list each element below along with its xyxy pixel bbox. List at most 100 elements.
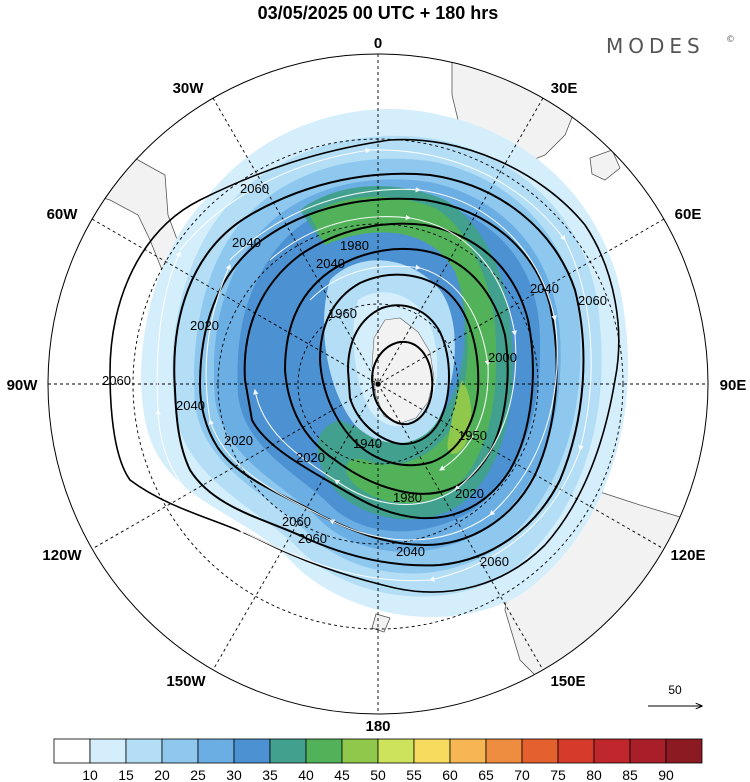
colorbar-swatch [593, 738, 631, 764]
chart-title: 03/05/2025 00 UTC + 180 hrs [258, 3, 499, 23]
colorbar-swatch [413, 738, 451, 764]
lon-label-150w: 150W [166, 673, 206, 690]
colorbar [53, 738, 703, 764]
shade-45 [310, 196, 497, 504]
colorbar-swatch [629, 738, 667, 764]
streamline [409, 217, 517, 337]
colorbar-swatch [161, 738, 199, 764]
colorbar-swatch [89, 738, 127, 764]
colorbar-tick-label: 85 [622, 767, 638, 782]
lon-label-150e: 150E [550, 673, 585, 690]
colorbar-tick-label: 20 [154, 767, 170, 782]
streamline [369, 149, 566, 241]
streamline [208, 418, 331, 521]
contour-label: 2060 [298, 531, 327, 546]
streamline [428, 449, 581, 582]
reference-vector-label: 50 [668, 683, 682, 697]
colorbar-swatch [557, 738, 595, 764]
contour-label: 2060 [282, 514, 311, 529]
longitude-labels: 0 30E 60E 90E 120E 150E 180 150W 120W 90… [7, 35, 747, 735]
height-contours [109, 138, 620, 593]
streamline [155, 408, 241, 531]
colorbar-tick-label: 50 [370, 767, 386, 782]
streamline [156, 251, 181, 411]
contour-label: 2020 [296, 450, 325, 465]
colorbar-tick-label: 75 [550, 767, 566, 782]
lon-label-90w: 90W [7, 377, 39, 394]
contour-label: 2020 [455, 486, 484, 501]
colorbar-tick-label: 35 [262, 767, 278, 782]
contour-label: 2040 [530, 281, 559, 296]
contour-label: 2040 [316, 256, 345, 271]
contour-1940 [346, 304, 450, 445]
lon-label-30e: 30E [551, 80, 578, 97]
colorbar-tick-label: 30 [226, 767, 242, 782]
brand-logo: MODES [606, 34, 705, 58]
contour-label: 2040 [176, 398, 205, 413]
contour-2040-a [173, 172, 585, 567]
colorbar-tick-label: 40 [298, 767, 314, 782]
colorbar-swatch [53, 738, 91, 764]
streamline [454, 334, 517, 491]
colorbar-swatch [197, 738, 235, 764]
antarctic-interior [371, 317, 435, 425]
contour-label: 2060 [102, 373, 131, 388]
streamline [439, 364, 489, 471]
contour-label: 1980 [393, 490, 422, 505]
streamline [229, 186, 422, 261]
contour-label: 1950 [458, 428, 487, 443]
colorbar-swatch [233, 738, 271, 764]
contour-label: 2060 [578, 293, 607, 308]
contour-label: 2020 [190, 318, 219, 333]
colorbar-swatch [341, 738, 379, 764]
map-border [47, 53, 709, 715]
colorbar-swatch [521, 738, 559, 764]
contour-label: 2060 [480, 554, 509, 569]
contour-labels: 2060 2040 2040 1980 1960 2020 2060 2040 … [102, 181, 607, 569]
colorbar-swatch [485, 738, 523, 764]
colorbar-tick-label: 15 [118, 767, 134, 782]
colorbar-swatch [125, 738, 163, 764]
contour-2060-outer [109, 138, 620, 593]
lon-label-90e: 90E [720, 377, 747, 394]
colorbar-tick-label: 10 [82, 767, 98, 782]
streamline [334, 479, 456, 506]
colorbar-swatch [377, 738, 415, 764]
lon-label-60e: 60E [675, 206, 702, 223]
contour-label: 2040 [232, 235, 261, 250]
contour-1960 [318, 273, 480, 467]
colorbar-tick-label: 80 [586, 767, 602, 782]
contour-inner [370, 340, 434, 426]
colorbar-tick-label: 45 [334, 767, 350, 782]
contour-label: 2060 [240, 181, 269, 196]
colorbar-tick-label: 55 [406, 767, 422, 782]
lon-label-30w: 30W [173, 80, 205, 97]
streamlines [155, 147, 592, 582]
colorbar-swatch [305, 738, 343, 764]
brand-mark: © [726, 35, 735, 45]
contour-label: 2040 [396, 544, 425, 559]
colorbar-swatch [269, 738, 307, 764]
colorbar-tick-label: 70 [514, 767, 530, 782]
land-madagascar [589, 149, 621, 181]
colorbar-labels: 10 15 20 25 30 35 40 45 50 55 60 65 70 75 80 85 90 [82, 767, 674, 782]
contour-label: 2020 [224, 433, 253, 448]
contour-1980 [283, 247, 509, 495]
lon-label-180: 180 [365, 718, 390, 735]
streamline [489, 319, 558, 516]
colorbar-swatch [449, 738, 487, 764]
lon-label-120e: 120E [670, 547, 705, 564]
streamline [309, 264, 422, 301]
reference-vector: 50 [648, 683, 702, 706]
polar-map: 2060 2040 2040 1980 1960 2020 2060 2040 … [47, 53, 709, 715]
colorbar-swatch [665, 738, 703, 764]
contour-label: 1980 [340, 238, 369, 253]
colorbar-tick-label: 90 [658, 767, 674, 782]
streamline [179, 147, 372, 251]
lon-label-60w: 60W [47, 206, 79, 223]
streamline [419, 267, 491, 367]
streamline [564, 239, 592, 452]
shade-50 [447, 380, 472, 455]
contour-label: 1960 [328, 306, 357, 321]
streamline [269, 214, 412, 261]
